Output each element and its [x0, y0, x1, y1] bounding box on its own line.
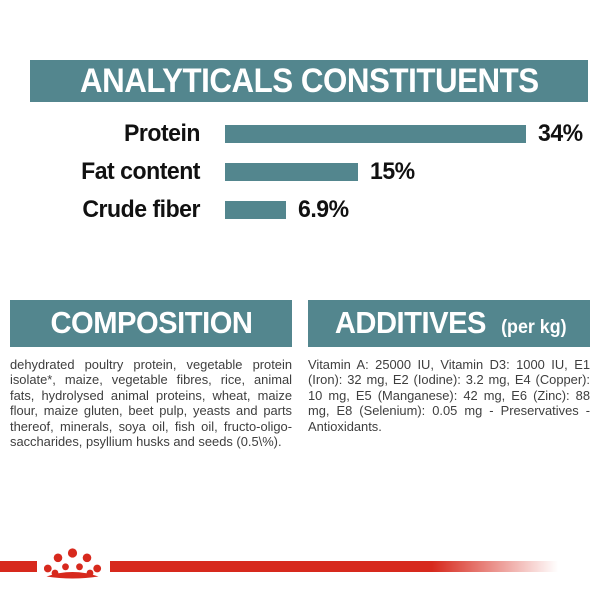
royal-canin-crown-icon: [43, 548, 101, 579]
composition-title: COMPOSITION: [49, 305, 253, 340]
crown-logo-box: [37, 545, 110, 595]
chart-value-label: 34%: [537, 120, 583, 147]
chart-bar: [225, 201, 287, 219]
chart-category-label: Crude fiber: [82, 196, 200, 223]
brand-line: [0, 561, 600, 572]
analyticals-header-bar: ANALYTICALS CONSTITUENTS: [30, 60, 588, 102]
chart-category-label: Protein: [123, 120, 201, 147]
constituents-chart: Protein 34% Fat content 15% Crude fiber 6.9%: [0, 120, 600, 235]
additives-body-text: Vitamin A: 25000 IU, Vitamin D3: 1000 IU…: [308, 357, 590, 434]
composition-section: COMPOSITION dehydrated poultry protein, …: [10, 300, 292, 449]
composition-header-bar: COMPOSITION: [10, 300, 292, 347]
chart-row: Protein 34%: [0, 120, 600, 147]
analyticals-header-title: ANALYTICALS CONSTITUENTS: [79, 61, 539, 100]
chart-bar: [225, 163, 358, 181]
additives-section: ADDITIVES (per kg) Vitamin A: 25000 IU, …: [308, 300, 590, 434]
additives-per-kg-label: (per kg): [500, 317, 567, 338]
chart-value-label: 6.9%: [298, 196, 349, 223]
chart-row: Fat content 15%: [0, 158, 600, 185]
chart-bar: [225, 125, 526, 143]
composition-body-text: dehydrated poultry protein, vegetable pr…: [10, 357, 292, 450]
brand-footer: [0, 545, 600, 600]
chart-value-label: 15%: [369, 158, 415, 185]
additives-header-bar: ADDITIVES (per kg): [308, 300, 590, 347]
additives-title: ADDITIVES: [334, 305, 486, 340]
chart-category-label: Fat content: [81, 158, 200, 185]
chart-row: Crude fiber 6.9%: [0, 196, 600, 223]
